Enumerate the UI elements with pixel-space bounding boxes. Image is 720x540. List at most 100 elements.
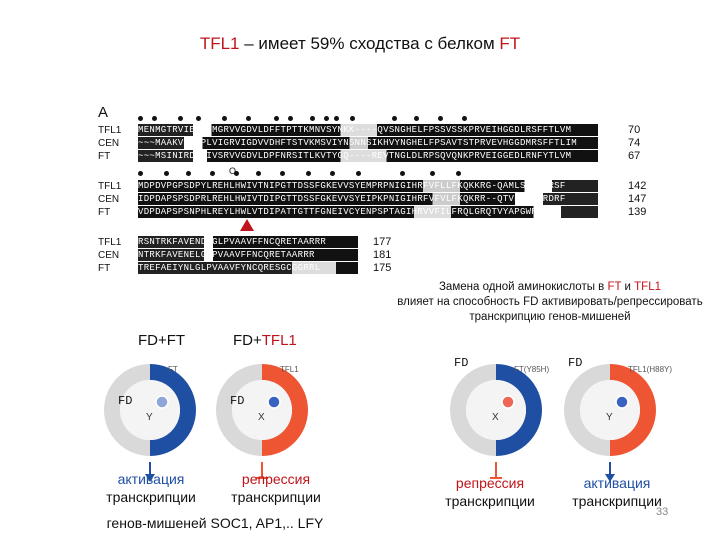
protein-half (496, 364, 542, 456)
caption-c5-line1: активация (583, 475, 651, 491)
protein-label: FT (168, 365, 178, 374)
label-fd-ft: FD+FT (138, 332, 185, 349)
label-fd-tfl1: FD+TFL1 (233, 332, 297, 349)
note-pre: Замена одной аминокислоты в (438, 281, 608, 293)
dots-row-1 (138, 116, 478, 124)
seq-bar: IDPDAPSPSDPRLREHLHWIVTDIPGTTDSSFGKEVVSYE… (138, 193, 598, 205)
title-ft: FT (499, 34, 521, 53)
caption-c4-line2: транскрипции (445, 493, 535, 509)
protein-half (150, 364, 196, 456)
alignment-row: FT ~~~MSINIRDPLIVSRVVGDVLDPFNRSITLKVTYGQ… (98, 150, 640, 163)
seq-bar: MENMGTRVIEPLIMGRVVGDVLDFFTPTTKMNVSYNKK--… (138, 124, 598, 136)
alignment-row: CEN ~~~MAAKVSSDPLVIGRVIGDVVDHFTSTVKMSVIY… (98, 137, 640, 150)
protein-half (610, 364, 656, 456)
alignment-row: TFL1 RSNTRKFAVENDLGLPVAAVFFNCQRETAARRR 1… (98, 236, 398, 249)
seq-bar: RSNTRKFAVENDLGLPVAAVFFNCQRETAARRR (138, 236, 358, 248)
residue-dot (155, 395, 169, 409)
fd-top-label: FD (454, 356, 468, 370)
target-letter: Y (146, 412, 153, 423)
marker-o: O (229, 166, 237, 176)
alignment-row: CEN NTRKFAVENELGLPVAAVFFNCQRETAARRR 181 (98, 249, 398, 262)
seq-end: 70 (628, 124, 641, 136)
red-triangle-marker-icon (240, 219, 254, 231)
residue-dot (267, 395, 281, 409)
caption-c2-line2: транскрипции (231, 489, 321, 505)
seq-name: FT (98, 207, 111, 218)
seq-bar: ~~~MSINIRDPLIVSRVVGDVLDPFNRSITLKVTYGQ---… (138, 150, 598, 162)
seq-end: 177 (373, 236, 392, 248)
complex-core (466, 380, 526, 440)
title-tfl1: TFL1 (199, 34, 240, 53)
fd-label: FD (230, 394, 244, 408)
title-middle: – имеет 59% сходства с белком (239, 34, 500, 53)
complex-core (580, 380, 640, 440)
seq-bar: TREFAEIYNLGLPVAAVFYNCQRESGCGGRRL (138, 262, 358, 274)
protein-half (262, 364, 308, 456)
alignment-row: FT VDPDAPSPSNPHLREYLHWLVTDIPATTGTTFGNEIV… (98, 206, 646, 219)
fd-half (104, 364, 150, 456)
seq-end: 139 (628, 206, 647, 218)
target-letter: X (492, 412, 499, 423)
caption-activation-2: активация транскрипции (557, 474, 677, 510)
residue-dot (615, 395, 629, 409)
fd-label: FD (118, 394, 132, 408)
seq-end: 147 (628, 193, 647, 205)
alignment-block-3: TFL1 RSNTRKFAVENDLGLPVAAVFFNCQRETAARRR 1… (98, 236, 398, 276)
seq-name: FT (98, 263, 111, 274)
caption-c1-line1: активация (117, 471, 185, 487)
panel-label-a: A (98, 104, 109, 121)
substitution-note: Замена одной аминокислоты в FT и TFL1 вл… (390, 280, 710, 325)
label-fd-ft-text: FD+FT (138, 332, 186, 349)
note-tfl1: TFL1 (634, 281, 661, 293)
seq-name: CEN (98, 194, 120, 205)
caption-repression-1: репрессия транскрипции (216, 470, 336, 506)
seq-bar: VDPDAPSPSNPHLREYLHWLVTDIPATTGTTFGNEIVCYE… (138, 206, 598, 218)
protein-label: FT(Y85H) (514, 365, 549, 374)
caption-target-genes: генов-мишеней SOC1, AP1,.. LFY (106, 515, 324, 531)
caption-repression-2: репрессия транскрипции (430, 474, 550, 510)
caption-c5-line2: транскрипции (572, 493, 662, 509)
alignment-row: TFL1 MENMGTRVIEPLIMGRVVGDVLDFFTPTTKMNVSY… (98, 124, 640, 137)
seq-bar: NTRKFAVENELGLPVAAVFFNCQRETAARRR (138, 249, 358, 261)
caption-c1-line2: транскрипции (106, 489, 196, 505)
seq-bar: ~~~MAAKVSSDPLVIGRVIGDVVDHFTSTVKMSVIYNSNN… (138, 137, 598, 149)
seq-end: 181 (373, 249, 392, 261)
seq-end: 142 (628, 180, 647, 192)
protein-label: TFL1 (280, 365, 299, 374)
target-letter: X (258, 412, 265, 423)
alignment-row: CEN IDPDAPSPSDPRLREHLHWIVTDIPGTTDSSFGKEV… (98, 193, 646, 206)
seq-bar: MDPDVPGPSDPYLREHLHWIVTNIPGTTDSSFGKEVVSYE… (138, 180, 598, 192)
note-ft: FT (607, 281, 622, 293)
caption-c2-line1: репрессия (241, 471, 311, 487)
label-fd-tfl1-highlight: TFL1 (261, 332, 297, 349)
alignment-row: TFL1 MDPDVPGPSDPYLREHLHWIVTNIPGTTDSSFGKE… (98, 180, 646, 193)
fd-half (564, 364, 610, 456)
seq-name: CEN (98, 138, 120, 149)
seq-name: CEN (98, 250, 120, 261)
protein-label: TFL1(H88Y) (628, 365, 672, 374)
fd-half (216, 364, 262, 456)
fd-half (450, 364, 496, 456)
caption-c4-line1: репрессия (455, 475, 525, 491)
seq-name: TFL1 (98, 237, 122, 248)
seq-name: FT (98, 151, 111, 162)
slide-title: TFL1 – имеет 59% сходства с белком FT (0, 34, 720, 54)
fd-top-label: FD (568, 356, 582, 370)
slide-number: 33 (656, 506, 669, 518)
caption-activation-1: активация транскрипции (92, 470, 210, 506)
residue-dot (501, 395, 515, 409)
alignment-block-1: TFL1 MENMGTRVIEPLIMGRVVGDVLDFFTPTTKMNVSY… (98, 124, 640, 164)
alignment-block-2: TFL1 MDPDVPGPSDPYLREHLHWIVTNIPGTTDSSFGKE… (98, 180, 646, 220)
target-letter: Y (606, 412, 613, 423)
seq-name: TFL1 (98, 181, 122, 192)
seq-end: 175 (373, 262, 392, 274)
complex-core (232, 380, 292, 440)
complex-core (120, 380, 180, 440)
seq-end: 67 (628, 150, 641, 162)
note-mid: и (621, 281, 635, 293)
seq-name: TFL1 (98, 125, 122, 136)
note-rest: влияет на способность FD активировать/ре… (397, 296, 703, 323)
dots-row-2 (138, 171, 478, 179)
alignment-row: FT TREFAEIYNLGLPVAAVFYNCQRESGCGGRRL 175 (98, 262, 398, 275)
note-line-1: Замена одной аминокислоты в FT и TFL1 (390, 280, 710, 295)
